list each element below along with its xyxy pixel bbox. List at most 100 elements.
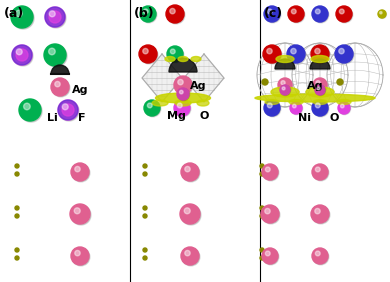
Circle shape <box>264 46 282 64</box>
Circle shape <box>260 214 264 218</box>
Circle shape <box>19 99 41 121</box>
Circle shape <box>265 167 270 172</box>
Circle shape <box>177 103 182 108</box>
Circle shape <box>291 103 303 114</box>
Circle shape <box>71 247 89 265</box>
Circle shape <box>315 85 325 95</box>
Circle shape <box>178 80 183 85</box>
Circle shape <box>312 206 330 224</box>
Text: O: O <box>200 111 209 121</box>
Circle shape <box>311 45 329 63</box>
Circle shape <box>55 81 60 87</box>
Circle shape <box>291 9 296 14</box>
Circle shape <box>58 100 78 120</box>
Circle shape <box>291 49 296 54</box>
Circle shape <box>288 46 306 64</box>
Circle shape <box>339 9 344 14</box>
Circle shape <box>59 101 79 121</box>
Circle shape <box>74 208 80 214</box>
Circle shape <box>167 46 183 62</box>
Circle shape <box>52 79 70 97</box>
Circle shape <box>289 7 305 23</box>
Circle shape <box>268 9 272 14</box>
Circle shape <box>278 78 292 92</box>
Circle shape <box>147 103 152 108</box>
Ellipse shape <box>191 56 201 61</box>
Circle shape <box>268 103 272 108</box>
Circle shape <box>175 101 191 117</box>
Circle shape <box>264 6 280 22</box>
Circle shape <box>45 7 65 27</box>
Text: Ni: Ni <box>298 113 311 123</box>
Circle shape <box>174 76 192 94</box>
Circle shape <box>184 208 190 214</box>
Circle shape <box>260 206 264 210</box>
Circle shape <box>336 6 352 22</box>
Circle shape <box>58 100 78 120</box>
Circle shape <box>143 206 147 210</box>
Circle shape <box>15 164 19 168</box>
Circle shape <box>49 48 55 55</box>
Circle shape <box>313 101 329 117</box>
Circle shape <box>312 100 328 116</box>
Circle shape <box>15 206 19 210</box>
Circle shape <box>263 249 279 265</box>
Circle shape <box>313 7 329 23</box>
Circle shape <box>144 9 148 14</box>
Circle shape <box>145 101 161 117</box>
Text: Ag: Ag <box>190 81 206 91</box>
Circle shape <box>316 103 320 108</box>
Ellipse shape <box>152 100 168 106</box>
Circle shape <box>62 104 68 110</box>
Circle shape <box>72 248 90 266</box>
Circle shape <box>316 251 320 256</box>
Circle shape <box>140 6 156 22</box>
Circle shape <box>316 81 320 85</box>
Circle shape <box>280 85 291 96</box>
Circle shape <box>265 7 281 23</box>
Circle shape <box>177 88 189 100</box>
Circle shape <box>51 78 69 96</box>
Circle shape <box>181 247 199 265</box>
Text: (a): (a) <box>4 7 24 20</box>
Text: (c): (c) <box>264 7 283 20</box>
Circle shape <box>316 167 320 172</box>
Circle shape <box>287 45 305 63</box>
Circle shape <box>335 45 353 63</box>
Wedge shape <box>310 59 330 69</box>
Circle shape <box>15 256 19 260</box>
Circle shape <box>260 256 264 260</box>
Circle shape <box>261 205 279 223</box>
Circle shape <box>340 104 344 108</box>
Circle shape <box>313 165 329 181</box>
Circle shape <box>75 166 80 172</box>
Circle shape <box>139 45 157 63</box>
Circle shape <box>49 11 61 23</box>
Circle shape <box>175 77 193 95</box>
Wedge shape <box>51 65 69 74</box>
Ellipse shape <box>271 87 299 97</box>
Ellipse shape <box>165 56 175 61</box>
Circle shape <box>180 204 200 224</box>
Circle shape <box>263 165 279 181</box>
Circle shape <box>144 100 160 116</box>
Ellipse shape <box>311 56 329 63</box>
Circle shape <box>315 208 320 214</box>
Circle shape <box>15 172 19 176</box>
Circle shape <box>262 79 268 85</box>
Circle shape <box>312 248 328 264</box>
Circle shape <box>292 104 296 108</box>
Ellipse shape <box>178 56 188 61</box>
Circle shape <box>378 10 386 18</box>
Circle shape <box>316 85 326 96</box>
Circle shape <box>12 7 34 29</box>
Circle shape <box>312 6 328 22</box>
Circle shape <box>143 256 147 260</box>
Text: Ag: Ag <box>72 85 89 95</box>
Circle shape <box>339 49 344 54</box>
Circle shape <box>11 6 33 28</box>
Circle shape <box>49 11 55 17</box>
Circle shape <box>311 205 329 223</box>
Ellipse shape <box>197 100 209 106</box>
Circle shape <box>288 6 304 22</box>
